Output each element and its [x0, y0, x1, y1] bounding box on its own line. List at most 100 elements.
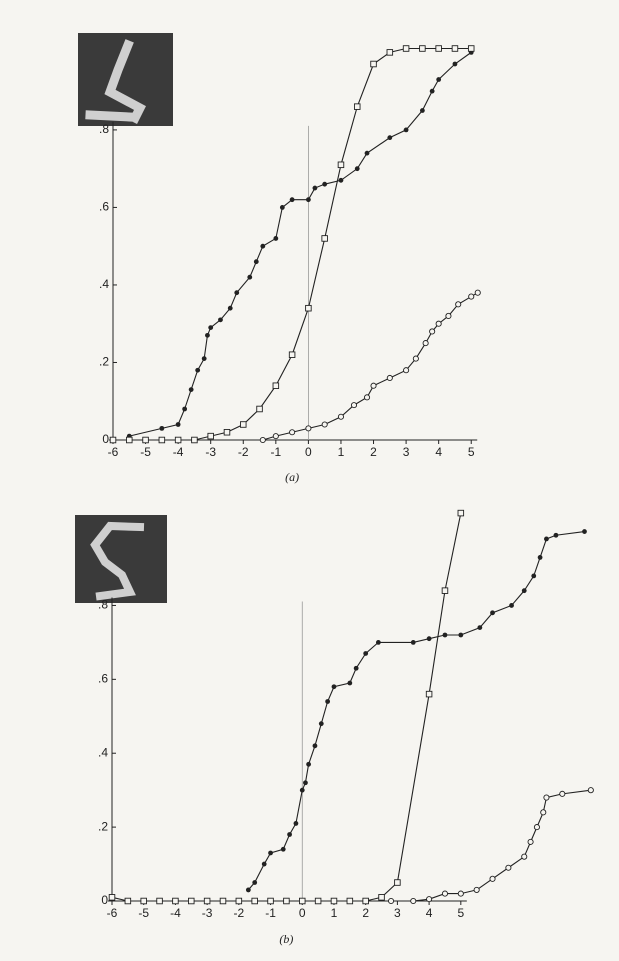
point: [522, 854, 527, 859]
point: [284, 898, 290, 904]
y-tick-label: .4: [99, 277, 109, 291]
point: [395, 880, 401, 886]
point: [125, 898, 131, 904]
x-tick-label: -3: [205, 445, 216, 459]
x-tick-label: 3: [403, 445, 410, 459]
point: [442, 588, 448, 594]
point: [306, 426, 311, 431]
point: [332, 684, 337, 689]
point: [252, 898, 258, 904]
y-tick-label: .8: [98, 598, 108, 612]
x-tick-label: 0: [299, 906, 306, 920]
point: [300, 788, 305, 793]
point: [354, 666, 359, 671]
point: [544, 537, 549, 542]
point: [413, 356, 418, 361]
point: [411, 898, 416, 903]
point: [474, 887, 479, 892]
point: [475, 290, 480, 295]
point: [446, 313, 451, 318]
point: [490, 876, 495, 881]
point: [195, 368, 200, 373]
x-tick-label: 3: [394, 906, 401, 920]
point: [208, 325, 213, 330]
point: [430, 329, 435, 334]
x-tick-label: 5: [457, 906, 464, 920]
y-tick-label: .4: [98, 745, 108, 759]
point: [387, 135, 392, 140]
x-tick-label: 4: [426, 906, 433, 920]
point: [338, 414, 343, 419]
x-tick-label: -6: [107, 906, 118, 920]
y-tick-label: .6: [98, 672, 108, 686]
point: [354, 104, 360, 110]
point: [315, 898, 321, 904]
point: [260, 437, 265, 442]
x-tick-label: -5: [140, 445, 151, 459]
point: [376, 640, 381, 645]
point: [173, 898, 179, 904]
series-line: [129, 52, 471, 436]
point: [363, 651, 368, 656]
point: [280, 205, 285, 210]
point: [458, 633, 463, 638]
point: [477, 625, 482, 630]
point: [303, 780, 308, 785]
caption: (b): [279, 932, 293, 946]
point: [588, 788, 593, 793]
x-tick-label: -3: [202, 906, 213, 920]
x-tick-label: -2: [234, 906, 245, 920]
point: [554, 533, 559, 538]
point: [541, 810, 546, 815]
x-tick-label: -1: [270, 445, 281, 459]
series-line: [248, 532, 584, 890]
x-tick-label: 2: [370, 445, 377, 459]
point: [273, 383, 279, 389]
point: [458, 891, 463, 896]
point: [141, 898, 147, 904]
point: [371, 61, 377, 67]
point: [363, 898, 369, 904]
point: [442, 891, 447, 896]
point: [268, 898, 274, 904]
point: [436, 46, 442, 52]
point: [313, 743, 318, 748]
page: 0.2.4.6.8-6-5-4-3-2-1012345(a)0.2.4.6.8-…: [0, 0, 619, 961]
point: [582, 529, 587, 534]
point: [560, 791, 565, 796]
point: [403, 46, 409, 52]
point: [364, 395, 369, 400]
point: [331, 898, 337, 904]
point: [436, 321, 441, 326]
point: [175, 437, 181, 443]
x-tick-label: 2: [362, 906, 369, 920]
point: [218, 317, 223, 322]
point: [252, 880, 257, 885]
point: [404, 128, 409, 133]
point: [522, 588, 527, 593]
y-tick-label: .6: [99, 200, 109, 214]
point: [109, 895, 115, 901]
point: [534, 825, 539, 830]
point: [294, 821, 299, 826]
x-tick-label: -4: [173, 445, 184, 459]
point: [430, 89, 435, 94]
point: [182, 407, 187, 412]
point: [427, 897, 432, 902]
x-tick-label: -5: [138, 906, 149, 920]
point: [306, 197, 311, 202]
point: [338, 162, 344, 168]
point: [281, 847, 286, 852]
point: [509, 603, 514, 608]
x-tick-label: -1: [265, 906, 276, 920]
y-tick-label: 0: [102, 432, 109, 446]
point: [143, 437, 149, 443]
point: [228, 306, 233, 311]
point: [246, 888, 251, 893]
point: [126, 437, 132, 443]
point: [247, 275, 252, 280]
point: [289, 352, 295, 358]
point: [224, 429, 230, 435]
point: [204, 898, 210, 904]
y-tick-label: .2: [98, 819, 108, 833]
